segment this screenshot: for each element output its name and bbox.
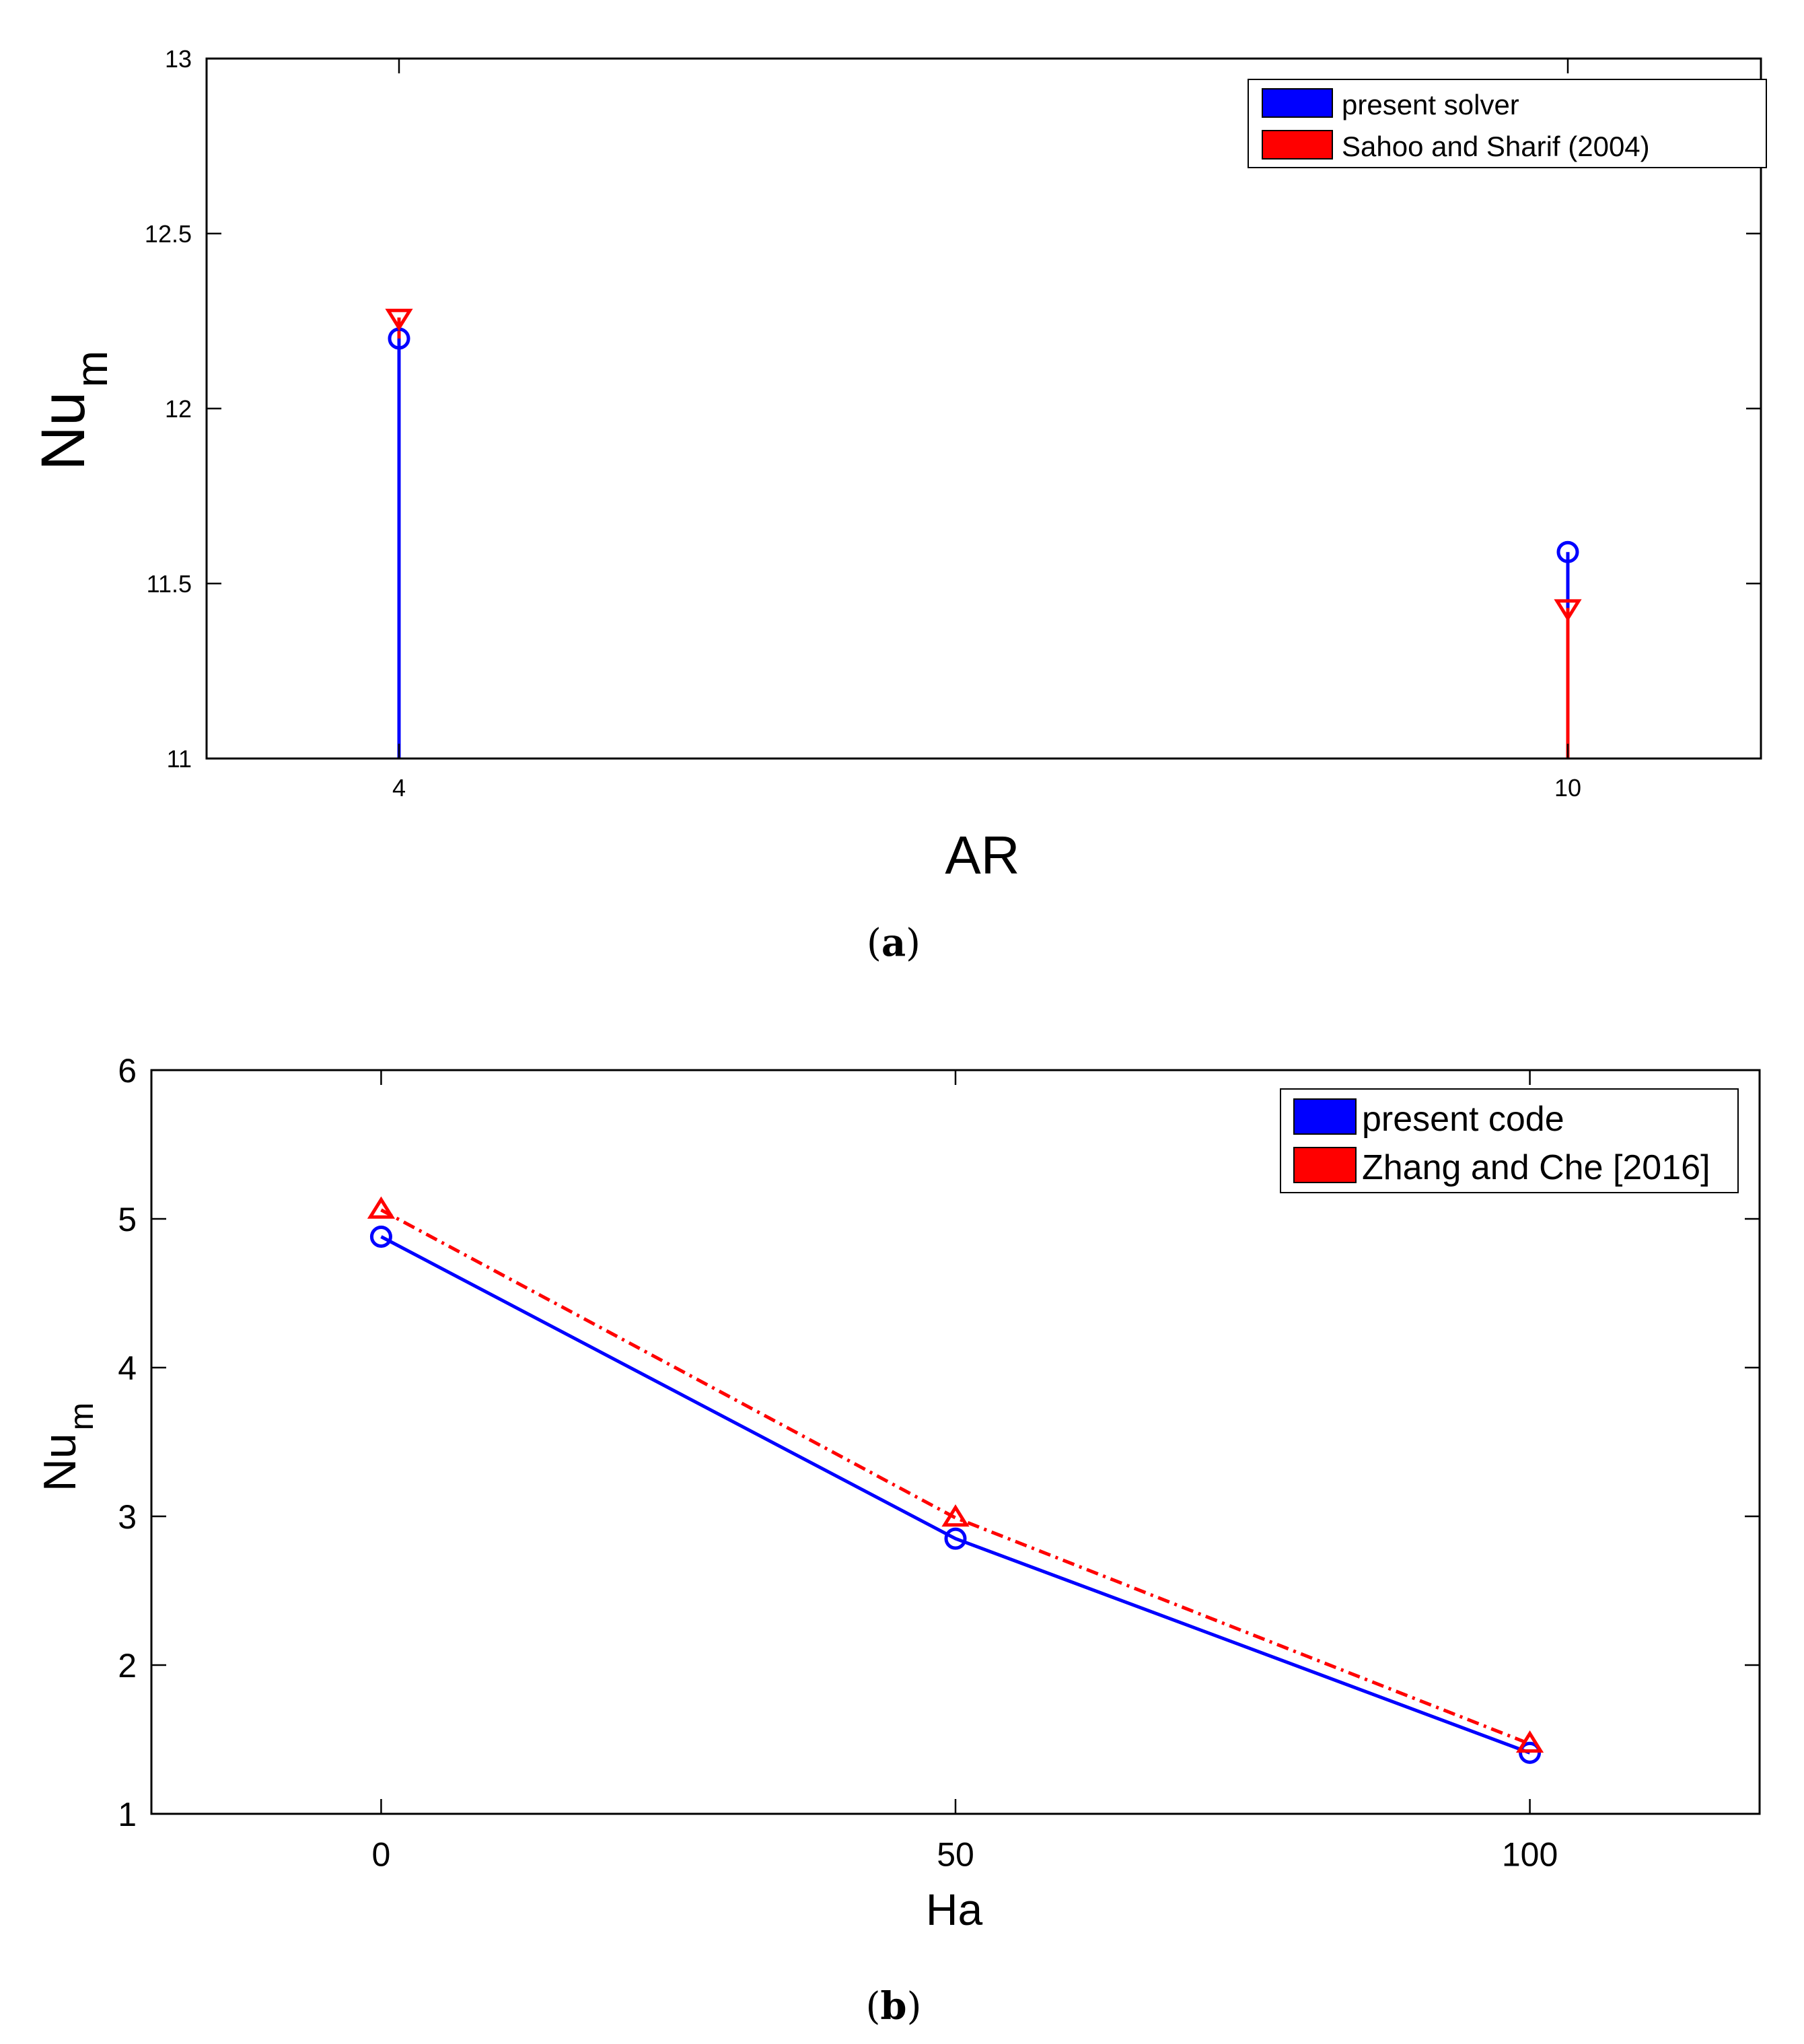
legend-swatch-present-code: [1293, 1098, 1357, 1135]
chart-b-marks: [367, 1196, 1544, 1764]
chart-b-x-label: Ha: [926, 1884, 983, 1934]
legend-swatch-sahoo-sharif: [1262, 130, 1333, 160]
caption-b: (b): [866, 1984, 922, 2029]
series-line-zhang-and-che-2016-: [380, 1208, 1531, 1746]
chart-a-y-tick-label: 11: [167, 745, 192, 773]
marker-zhang-and-che-2016--0: [367, 1196, 396, 1219]
chart-b-y-tick-label: 3: [118, 1498, 137, 1536]
chart-b-y-tick-label: 2: [118, 1647, 137, 1685]
chart-a-y-tick-label: 12.5: [145, 220, 192, 248]
chart-b-y-tick-label: 4: [118, 1349, 137, 1387]
marker-sahoo-and-sharif-2004--10: [1554, 599, 1582, 622]
legend-entry-present-code: present code: [1362, 1100, 1564, 1139]
marker-present-code-100: [1519, 1741, 1542, 1764]
chart-a-legend: present solver Sahoo and Sharif (2004): [1248, 79, 1767, 168]
chart-b-y-tick-label: 6: [118, 1052, 137, 1090]
series-line-present-code: [380, 1235, 1531, 1755]
chart-a-y-tick-label: 12: [165, 395, 192, 423]
chart-a-x-label: AR: [945, 825, 1019, 885]
chart-b-x-tick-label: 50: [937, 1836, 974, 1874]
chart-b-axes: 1 2 3 4 5 6 0 50 100: [118, 1052, 1761, 1874]
marker-zhang-and-che-2016--50: [941, 1504, 970, 1527]
chart-a-x-tick-label: 10: [1554, 774, 1581, 802]
chart-b: 1 2 3 4 5 6 0 50 100 Num Ha present code Zhang a…: [34, 1052, 1761, 2029]
marker-zhang-and-che-2016--100: [1515, 1730, 1544, 1753]
marker-sahoo-and-sharif-2004--4: [385, 308, 413, 331]
chart-b-legend: present code Zhang and Che [2016]: [1280, 1088, 1739, 1193]
chart-a-y-tick-label: 13: [165, 45, 192, 73]
chart-a-x-tick-label: 4: [392, 774, 406, 802]
chart-a-y-tick-label: 11.5: [147, 570, 192, 598]
legend-swatch-zhang-che: [1293, 1147, 1357, 1183]
chart-b-y-tick-label: 1: [118, 1796, 137, 1833]
marker-present-solver-10: [1556, 540, 1579, 563]
legend-entry-zhang-che: Zhang and Che [2016]: [1362, 1148, 1710, 1187]
chart-a-marks: [385, 308, 1582, 759]
chart-a: 11 11.5 12 12.5 13 4 10 Num AR present solver …: [29, 45, 1767, 965]
legend-swatch-present-solver: [1262, 88, 1333, 118]
legend-entry-present-solver: present solver: [1342, 89, 1519, 120]
chart-a-y-label: Num: [29, 351, 116, 471]
caption-a: (a): [867, 921, 921, 965]
marker-present-code-50: [944, 1527, 967, 1550]
legend-box: [1280, 1088, 1739, 1193]
legend-entry-sahoo-sharif: Sahoo and Sharif (2004): [1342, 131, 1650, 162]
chart-a-axes: 11 11.5 12 12.5 13 4 10: [145, 45, 1762, 802]
chart-b-y-label: Num: [34, 1403, 100, 1492]
chart-b-x-tick-label: 100: [1502, 1836, 1558, 1874]
chart-b-y-tick-label: 5: [118, 1201, 137, 1238]
chart-b-x-tick-label: 0: [372, 1836, 391, 1874]
marker-present-code-0: [369, 1226, 392, 1248]
legend-box: [1248, 79, 1767, 168]
